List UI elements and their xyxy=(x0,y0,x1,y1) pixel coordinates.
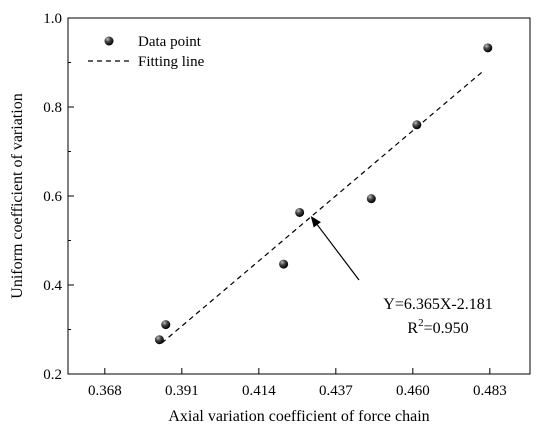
x-tick-label: 0.414 xyxy=(242,383,276,399)
legend-label-data-point: Data point xyxy=(138,34,202,50)
x-axis-label: Axial variation coefficient of force cha… xyxy=(168,408,429,425)
x-tick-label: 0.391 xyxy=(165,383,199,399)
data-point xyxy=(412,120,422,130)
y-tick-label: 0.6 xyxy=(43,189,62,205)
y-tick-label: 0.4 xyxy=(43,278,62,294)
x-tick-label: 0.483 xyxy=(473,383,507,399)
y-tick-label: 0.2 xyxy=(43,367,62,383)
x-tick-label: 0.437 xyxy=(319,383,353,399)
legend: Data point Fitting line xyxy=(88,34,205,70)
r-squared-superscript: 2 xyxy=(418,317,424,329)
data-point xyxy=(483,43,493,53)
legend-label-fitting-line: Fitting line xyxy=(138,54,205,70)
r-squared-value: =0.950 xyxy=(424,320,469,337)
data-point xyxy=(161,320,171,330)
x-tick-label: 0.368 xyxy=(88,383,122,399)
y-axis-label: Uniform coefficient of variation xyxy=(9,93,26,298)
data-point xyxy=(366,194,376,204)
fitting-line xyxy=(161,70,484,344)
r-squared-prefix: R xyxy=(407,320,418,337)
legend-marker-data-point xyxy=(104,36,114,46)
fit-equation: Y=6.365X-2.181 xyxy=(383,296,492,313)
data-point xyxy=(295,207,305,217)
annotation-arrow xyxy=(316,224,360,281)
annotation-arrowhead xyxy=(310,216,321,228)
data-point xyxy=(154,335,164,345)
r-squared: R2=0.950 xyxy=(407,317,468,337)
y-tick-label: 0.8 xyxy=(43,100,62,116)
x-tick-label: 0.460 xyxy=(396,383,430,399)
y-tick-label: 1.0 xyxy=(43,11,62,27)
data-point xyxy=(279,259,289,269)
